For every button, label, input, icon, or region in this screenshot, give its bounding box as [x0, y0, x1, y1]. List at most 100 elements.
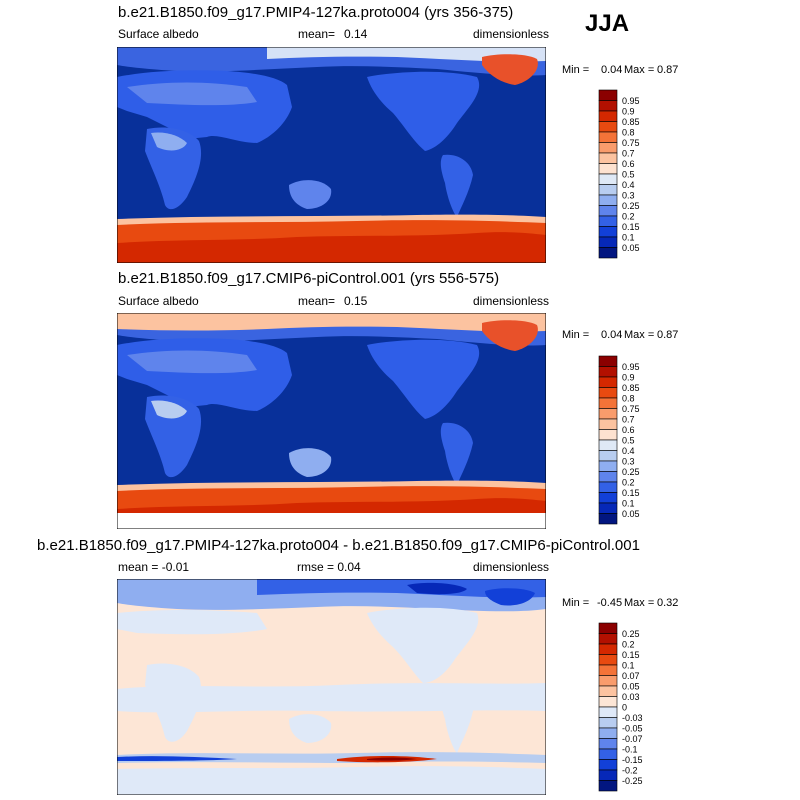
ice-edge	[117, 214, 546, 225]
north-america	[367, 71, 480, 151]
panel-2-max-value: 0.87	[657, 329, 679, 341]
eurasia-north	[127, 82, 257, 106]
colorbar-box	[598, 633, 618, 645]
panel-1-min-label: Min =	[562, 64, 590, 76]
colorbar-box	[598, 247, 618, 259]
panel-1-min-value: 0.04	[601, 64, 623, 76]
panel-2-variable-label: Surface albedo	[118, 294, 199, 308]
colorbar-box	[598, 205, 618, 217]
colorbar-box	[598, 110, 618, 122]
colorbar-box	[598, 121, 618, 133]
eurasia-north	[127, 350, 257, 374]
colorbar-tick-label: 0.2	[622, 212, 635, 222]
colorbar-tick-label: 0.25	[622, 467, 640, 477]
southern-negative	[117, 752, 546, 763]
panel-2-units-label: dimensionless	[473, 294, 550, 308]
panel-1-mean-label: mean=	[298, 27, 336, 41]
colorbar-box	[598, 502, 618, 514]
colorbar-tick-label: 0	[622, 703, 627, 713]
north-america	[367, 339, 480, 419]
panel-2-mean-label: mean=	[298, 294, 336, 308]
colorbar-tick-label: 0.85	[622, 383, 640, 393]
panel-3-units-label: dimensionless	[473, 560, 550, 574]
colorbar-tick-label: -0.15	[622, 755, 643, 765]
colorbar-box	[598, 622, 618, 634]
greenland-diff	[485, 588, 535, 606]
colorbar-tick-label: 0.9	[622, 107, 635, 117]
colorbar-box	[598, 376, 618, 388]
colorbar-box	[598, 664, 618, 676]
panel-3-map	[117, 579, 546, 795]
colorbar-tick-label: 0.25	[622, 629, 640, 639]
colorbar-tick-label: 0.7	[622, 149, 635, 159]
colorbar-box	[598, 696, 618, 708]
eurasia-diff	[117, 610, 267, 635]
colorbar-box	[598, 100, 618, 112]
colorbar-box	[598, 738, 618, 750]
panel-1-title: b.e21.B1850.f09_g17.PMIP4-127ka.proto004…	[118, 4, 514, 21]
panel-3-min-label: Min =	[562, 597, 590, 609]
panel-2-title: b.e21.B1850.f09_g17.CMIP6-piControl.001 …	[118, 270, 500, 287]
colorbar-box	[598, 654, 618, 666]
colorbar-tick-label: 0.25	[622, 201, 640, 211]
colorbar-tick-label: -0.1	[622, 745, 638, 755]
australia-diff	[289, 714, 332, 743]
colorbar-tick-label: 0.2	[622, 478, 635, 488]
colorbar-box	[598, 748, 618, 760]
colorbar-tick-label: 0.4	[622, 180, 635, 190]
colorbar-tick-label: 0.6	[622, 159, 635, 169]
arctic-ice	[117, 313, 546, 332]
colorbar-tick-label: 0.75	[622, 138, 640, 148]
colorbar-tick-label: 0.75	[622, 404, 640, 414]
colorbar-tick-label: 0.5	[622, 436, 635, 446]
colorbar-box	[598, 643, 618, 655]
greenland	[482, 320, 538, 351]
colorbar-tick-label: 0.8	[622, 394, 635, 404]
arctic-core	[407, 582, 467, 595]
sahara	[151, 400, 187, 419]
colorbar-tick-label: 0.95	[622, 96, 640, 106]
colorbar-tick-label: 0.5	[622, 170, 635, 180]
colorbar-box	[598, 769, 618, 781]
colorbar-tick-label: 0.95	[622, 362, 640, 372]
colorbar-tick-label: 0.1	[622, 499, 635, 509]
colorbar-tick-label: -0.03	[622, 713, 643, 723]
panel-3-max-label: Max =	[624, 597, 655, 609]
panel-1-max-value: 0.87	[657, 64, 679, 76]
southern-strong-negative	[117, 756, 237, 761]
colorbar-tick-label: 0.05	[622, 509, 640, 519]
colorbar-tick-label: 0.1	[622, 233, 635, 243]
colorbar-tick-label: 0.9	[622, 373, 635, 383]
panel-2-map	[117, 313, 546, 529]
colorbar-box	[598, 780, 618, 792]
colorbar-box	[598, 163, 618, 175]
colorbar-tick-label: 0.3	[622, 191, 635, 201]
colorbar-tick-label: 0.15	[622, 488, 640, 498]
panel-1-max-label: Max =	[624, 64, 655, 76]
colorbar-tick-label: 0.8	[622, 128, 635, 138]
colorbar-box	[598, 387, 618, 399]
antarctica	[117, 498, 546, 513]
colorbar-tick-label: 0.3	[622, 457, 635, 467]
colorbar-box	[598, 727, 618, 739]
australia	[289, 448, 332, 477]
colorbar-box	[598, 471, 618, 483]
colorbar-box	[598, 706, 618, 718]
south-america	[440, 422, 473, 485]
colorbar-box	[598, 142, 618, 154]
colorbar-tick-label: 0.05	[622, 682, 640, 692]
colorbar-tick-label: -0.07	[622, 734, 643, 744]
sahara	[151, 132, 187, 151]
colorbar-box	[598, 450, 618, 462]
panel-3-min-value: -0.45	[597, 597, 623, 609]
panel-1-variable-label: Surface albedo	[118, 27, 199, 41]
south-america	[440, 154, 473, 217]
colorbar-box	[598, 685, 618, 697]
arctic-ice	[267, 47, 546, 62]
colorbar-box	[598, 397, 618, 409]
panel-2-min-value: 0.04	[601, 329, 623, 341]
colorbar-box	[598, 131, 618, 143]
colorbar-box	[598, 429, 618, 441]
colorbar-box	[598, 439, 618, 451]
antarctica-diff	[117, 766, 546, 795]
